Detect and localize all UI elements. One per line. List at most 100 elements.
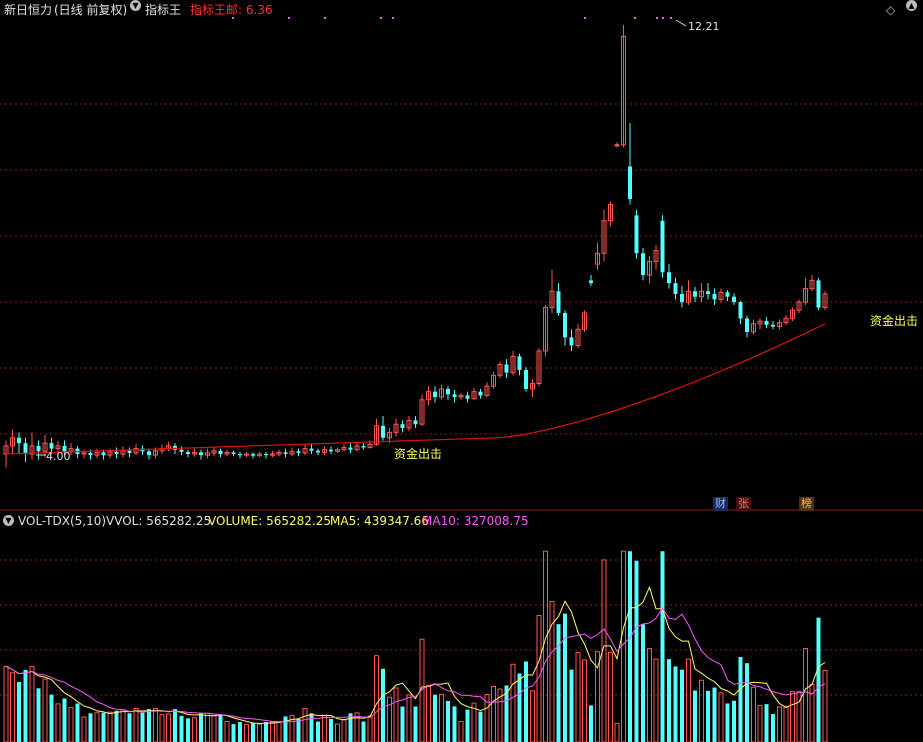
volume-bar [55,703,61,742]
candle-body [186,451,190,455]
volume-bar [341,719,347,742]
candle-body [589,280,593,284]
volume-bar [114,710,119,742]
candle-body [803,288,808,303]
volume-bar [159,714,165,742]
top-dot [656,17,658,19]
candle-body [62,445,67,452]
volume-bar [264,722,268,742]
top-dot [670,17,672,19]
candle-body [94,451,100,456]
volume-bar [218,714,223,742]
candle-body [367,443,373,449]
volume-bar [283,716,288,742]
volume-bar [224,721,230,742]
diamond-icon[interactable]: ◇ [886,3,896,17]
candle-body [264,454,268,456]
volume-bar [192,717,197,742]
candle-body [17,437,21,444]
candle-body [556,291,561,313]
candle-body [296,451,301,453]
candle-body [283,452,288,455]
candle-body [718,291,724,300]
candle-body [341,447,347,451]
price-grid [0,103,923,435]
candle-body [543,307,548,352]
candle-body [270,453,275,456]
volume-bar [816,617,821,742]
signal-label-1: 资金出击 [394,446,442,461]
indicator-name[interactable]: 指标王 [145,3,182,17]
volume-bar [153,708,158,742]
volume-bar [484,694,490,742]
volume-bar [549,600,555,742]
volume-bar [276,721,282,742]
volume-bar [68,707,74,742]
top-dots [232,17,672,19]
top-dot [288,17,290,19]
volume-bar [179,715,184,742]
volume-bar [491,685,496,742]
high-price-arrow [675,19,687,27]
candle-body [484,385,490,396]
candle-body [335,449,340,452]
candle-body [712,293,717,300]
volume-bar [147,709,151,742]
volume-bar [10,672,15,742]
volume-bar [458,721,464,742]
candle-body [549,290,555,309]
volume-bar [81,716,87,742]
candle-body [107,451,113,456]
badge-rise[interactable]: 张 [736,497,751,511]
volume-bar [166,713,171,742]
ma10-line [5,607,826,723]
candle-body [289,450,295,455]
candle-body [127,450,132,453]
volume-bar [29,665,35,742]
candle-body [530,382,535,390]
period-label[interactable]: (日线 前复权) [54,3,128,17]
candle-body [179,449,184,452]
volume-bar [634,560,639,742]
top-dot [380,17,382,19]
volume-bar [738,656,743,742]
volume-bars[interactable] [3,550,828,742]
volume-bar [686,658,691,742]
volume-bar [471,702,477,742]
signal-label-2: 资金出击 [870,313,918,328]
volume-bar [660,551,665,742]
volume-bar [667,659,671,742]
candle-body [699,290,704,298]
candle-body [244,453,249,456]
candle-body [81,452,87,455]
volume-bar [381,668,385,742]
volume-bar [452,706,457,742]
candle-body [653,250,659,262]
vvol-value: VVOL: 565282.25 [106,514,212,528]
volume-indicator-name[interactable]: VOL-TDX(5,10) [18,514,107,528]
volume-bar [524,661,528,742]
ma5-line [5,585,826,725]
volume-bar [257,723,262,742]
candlesticks[interactable] [3,24,828,468]
volume-bar [101,712,106,742]
volume-bar [140,712,145,742]
volume-bar [803,648,808,742]
candle-body [465,395,470,399]
candle-body [796,301,802,311]
candle-body [23,443,28,455]
volume-bar [354,712,360,742]
volume-bar [712,687,717,742]
candle-body [88,452,93,456]
volume-bar [406,694,412,742]
volume-bar [680,669,684,742]
volume-bar [316,721,320,742]
candle-body [419,399,425,425]
badge-ranking[interactable]: 榜 [799,497,814,511]
volume-bar [647,648,652,742]
volume-bar [62,698,67,742]
candle-body [478,391,483,396]
candle-body [387,431,392,439]
badge-finance[interactable]: 财 [713,497,728,511]
